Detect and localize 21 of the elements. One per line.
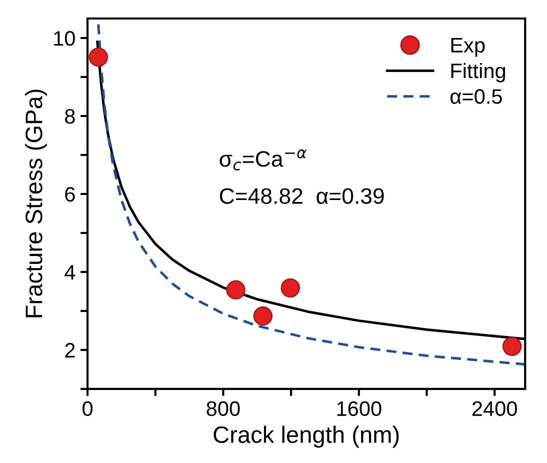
legend-label: Exp	[451, 38, 485, 57]
point	[280, 278, 300, 298]
annotation: C=48.82 α=0.39	[220, 188, 384, 204]
legend-label: α=0.5	[450, 89, 502, 104]
x-tick-label: 800	[206, 401, 240, 416]
y-tick-label: 10	[54, 31, 75, 46]
y-tick-label: 4	[64, 265, 76, 280]
y-axis-title: Fracture Stress (GPa)	[24, 90, 47, 318]
y-tick-label: 8	[65, 108, 75, 124]
x-tick-label: 0	[82, 401, 92, 416]
x-tick-label: 2400	[472, 401, 517, 416]
x-tick-label: 1600	[337, 401, 382, 416]
point	[88, 48, 108, 67]
legend-label: Fitting	[451, 62, 506, 82]
annotation: σ$_{c}$=Ca$^{−α}$	[220, 149, 307, 170]
x-axis-title: Crack length (nm)	[214, 426, 399, 448]
point	[226, 280, 246, 300]
y-tick-label: 6	[65, 186, 75, 202]
point	[253, 306, 273, 326]
point	[502, 336, 522, 356]
y-tick-label: 2	[65, 342, 75, 358]
